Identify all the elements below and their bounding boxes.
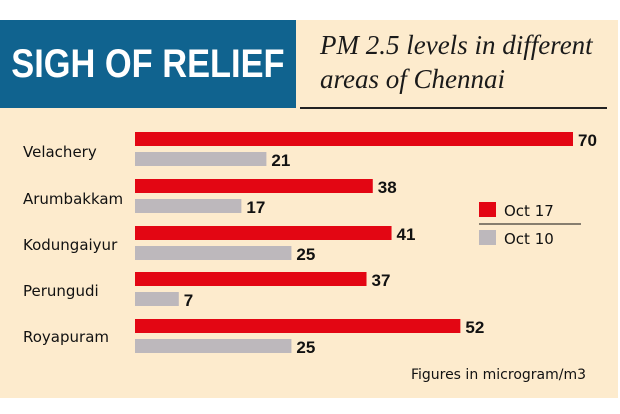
category-label: Royapuram bbox=[23, 328, 109, 346]
legend-label-oct10: Oct 10 bbox=[504, 230, 554, 248]
legend: Oct 17 Oct 10 bbox=[479, 202, 581, 248]
value-label: 7 bbox=[184, 291, 193, 310]
subtitle-underline bbox=[300, 107, 607, 109]
category-label: Perungudi bbox=[23, 282, 99, 300]
legend-swatch-oct17 bbox=[479, 202, 496, 217]
value-label: 25 bbox=[296, 338, 315, 357]
bar-oct10 bbox=[135, 199, 242, 213]
value-label: 21 bbox=[271, 151, 290, 170]
value-label: 52 bbox=[465, 318, 484, 337]
legend-swatch-oct10 bbox=[479, 230, 496, 245]
bar-oct17 bbox=[135, 319, 461, 333]
subtitle-line-1: PM 2.5 levels in different bbox=[320, 30, 593, 60]
value-label: 25 bbox=[296, 245, 315, 264]
value-label: 41 bbox=[397, 225, 416, 244]
subtitle-line-2: areas of Chennai bbox=[320, 64, 505, 94]
category-label: Velachery bbox=[23, 143, 97, 161]
units-note: Figures in microgram/m3 bbox=[411, 367, 586, 383]
category-label: Kodungaiyur bbox=[23, 236, 118, 254]
title-banner: SIGH OF RELIEF bbox=[0, 20, 296, 108]
bar-oct17 bbox=[135, 272, 367, 286]
value-label: 38 bbox=[378, 178, 397, 197]
legend-label-oct17: Oct 17 bbox=[504, 202, 554, 220]
chart-subtitle: PM 2.5 levels in different areas of Chen… bbox=[320, 28, 610, 96]
bar-oct10 bbox=[135, 339, 292, 353]
chart-title: SIGH OF RELIEF bbox=[11, 41, 285, 86]
value-label: 17 bbox=[246, 198, 265, 217]
bar-oct10 bbox=[135, 292, 179, 306]
bar-oct17 bbox=[135, 132, 573, 146]
bars-layer: Velachery 70 21 Arumbakkam 38 17 Kodungaiyur 41… bbox=[23, 131, 597, 357]
category-label: Arumbakkam bbox=[23, 190, 123, 208]
bar-oct17 bbox=[135, 226, 392, 240]
bar-oct17 bbox=[135, 179, 373, 193]
value-label: 70 bbox=[578, 131, 597, 150]
bar-oct10 bbox=[135, 152, 267, 166]
bar-oct10 bbox=[135, 246, 292, 260]
value-label: 37 bbox=[372, 271, 391, 290]
